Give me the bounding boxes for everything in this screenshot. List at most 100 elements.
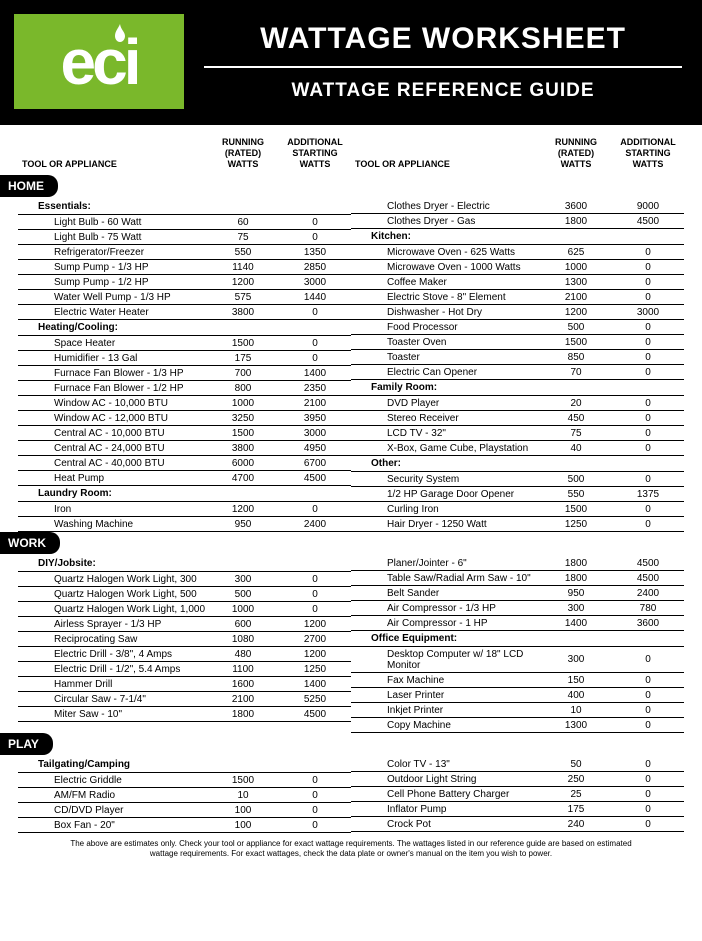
table-row: Food Processor5000 <box>351 320 684 335</box>
running-watts: 100 <box>207 805 279 816</box>
additional-watts: 1250 <box>279 664 351 675</box>
appliance-name: Light Bulb - 75 Watt <box>18 232 207 243</box>
additional-watts: 0 <box>612 367 684 378</box>
section-left-col: Essentials:Light Bulb - 60 Watt600Light … <box>18 199 351 532</box>
table-row: Quartz Halogen Work Light, 3003000 <box>18 572 351 587</box>
running-watts: 1200 <box>207 504 279 515</box>
appliance-name: Toaster Oven <box>351 337 540 348</box>
appliance-name: DVD Player <box>351 398 540 409</box>
additional-watts: 0 <box>612 474 684 485</box>
subsection-header: Office Equipment: <box>351 631 684 647</box>
appliance-name: Air Compressor - 1/3 HP <box>351 603 540 614</box>
appliance-name: Planer/Jointer - 6" <box>351 558 540 569</box>
additional-watts: 9000 <box>612 201 684 212</box>
additional-watts: 1400 <box>279 679 351 690</box>
table-row: Color TV - 13"500 <box>351 757 684 772</box>
table-row: Sump Pump - 1/3 HP11402850 <box>18 260 351 275</box>
running-watts: 300 <box>207 574 279 585</box>
additional-watts: 4500 <box>612 216 684 227</box>
appliance-name: Heat Pump <box>18 473 207 484</box>
table-row: Box Fan - 20"1000 <box>18 818 351 833</box>
appliance-name: Electric Can Opener <box>351 367 540 378</box>
table-row: Window AC - 10,000 BTU10002100 <box>18 396 351 411</box>
logo-text: eci <box>61 30 138 94</box>
running-watts: 50 <box>540 759 612 770</box>
appliance-name: Electric Stove - 8" Element <box>351 292 540 303</box>
appliance-name: Table Saw/Radial Arm Saw - 10" <box>351 573 540 584</box>
running-watts: 3600 <box>540 201 612 212</box>
appliance-name: Electric Drill - 3/8", 4 Amps <box>18 649 207 660</box>
appliance-name: Toaster <box>351 352 540 363</box>
section-body: DIY/Jobsite:Quartz Halogen Work Light, 3… <box>18 556 684 733</box>
col-tool-label: TOOL OR APPLIANCE <box>18 159 207 170</box>
appliance-name: Inkjet Printer <box>351 705 540 716</box>
table-row: Washing Machine9502400 <box>18 517 351 532</box>
running-watts: 3800 <box>207 307 279 318</box>
appliance-name: Desktop Computer w/ 18" LCD Monitor <box>351 649 540 671</box>
additional-watts: 0 <box>279 338 351 349</box>
table-row: Crock Pot2400 <box>351 817 684 832</box>
running-watts: 1000 <box>540 262 612 273</box>
subsection-header: Laundry Room: <box>18 486 351 502</box>
subsection-header: Family Room: <box>351 380 684 396</box>
section-left-col: DIY/Jobsite:Quartz Halogen Work Light, 3… <box>18 556 351 733</box>
table-row: Clothes Dryer - Electric36009000 <box>351 199 684 214</box>
appliance-name: Central AC - 24,000 BTU <box>18 443 207 454</box>
running-watts: 70 <box>540 367 612 378</box>
running-watts: 6000 <box>207 458 279 469</box>
additional-watts: 2100 <box>279 398 351 409</box>
table-row: Sump Pump - 1/2 HP12003000 <box>18 275 351 290</box>
appliance-name: Airless Sprayer - 1/3 HP <box>18 619 207 630</box>
col-running-label: RUNNING (RATED) WATTS <box>207 137 279 169</box>
additional-watts: 0 <box>612 277 684 288</box>
running-watts: 480 <box>207 649 279 660</box>
table-row: Outdoor Light String2500 <box>351 772 684 787</box>
appliance-name: Air Compressor - 1 HP <box>351 618 540 629</box>
appliance-name: Window AC - 12,000 BTU <box>18 413 207 424</box>
col-tool-label: TOOL OR APPLIANCE <box>351 159 540 170</box>
running-watts: 25 <box>540 789 612 800</box>
running-watts: 950 <box>207 519 279 530</box>
appliance-name: Electric Drill - 1/2", 5.4 Amps <box>18 664 207 675</box>
table-row: Electric Can Opener700 <box>351 365 684 380</box>
sub-title: WATTAGE REFERENCE GUIDE <box>204 80 682 102</box>
appliance-name: Iron <box>18 504 207 515</box>
table-row: Heat Pump47004500 <box>18 471 351 486</box>
appliance-name: Stereo Receiver <box>351 413 540 424</box>
running-watts: 3800 <box>207 443 279 454</box>
running-watts: 175 <box>540 804 612 815</box>
subsection-header: Tailgating/Camping <box>18 757 351 773</box>
additional-watts: 2700 <box>279 634 351 645</box>
running-watts: 20 <box>540 398 612 409</box>
appliance-name: Sump Pump - 1/3 HP <box>18 262 207 273</box>
running-watts: 550 <box>207 247 279 258</box>
title-divider <box>204 66 682 68</box>
additional-watts: 0 <box>279 217 351 228</box>
table-row: Stereo Receiver4500 <box>351 411 684 426</box>
section-right-col: Planer/Jointer - 6"18004500Table Saw/Rad… <box>351 556 684 733</box>
table-row: Curling Iron15000 <box>351 502 684 517</box>
table-row: DVD Player200 <box>351 396 684 411</box>
running-watts: 850 <box>540 352 612 363</box>
appliance-name: Furnace Fan Blower - 1/3 HP <box>18 368 207 379</box>
table-row: Hammer Drill16001400 <box>18 677 351 692</box>
additional-watts: 0 <box>612 519 684 530</box>
appliance-name: CD/DVD Player <box>18 805 207 816</box>
running-watts: 1800 <box>207 709 279 720</box>
additional-watts: 0 <box>612 337 684 348</box>
table-row: Quartz Halogen Work Light, 1,00010000 <box>18 602 351 617</box>
additional-watts: 0 <box>279 504 351 515</box>
appliance-name: Quartz Halogen Work Light, 1,000 <box>18 604 207 615</box>
appliance-name: Curling Iron <box>351 504 540 515</box>
appliance-name: Hair Dryer - 1250 Watt <box>351 519 540 530</box>
additional-watts: 0 <box>612 352 684 363</box>
table-row: 1/2 HP Garage Door Opener5501375 <box>351 487 684 502</box>
appliance-name: Coffee Maker <box>351 277 540 288</box>
running-watts: 575 <box>207 292 279 303</box>
col-additional-label: ADDITIONAL STARTING WATTS <box>612 137 684 169</box>
table-row: Light Bulb - 75 Watt750 <box>18 230 351 245</box>
additional-watts: 4950 <box>279 443 351 454</box>
additional-watts: 0 <box>612 804 684 815</box>
additional-watts: 2850 <box>279 262 351 273</box>
running-watts: 500 <box>207 589 279 600</box>
